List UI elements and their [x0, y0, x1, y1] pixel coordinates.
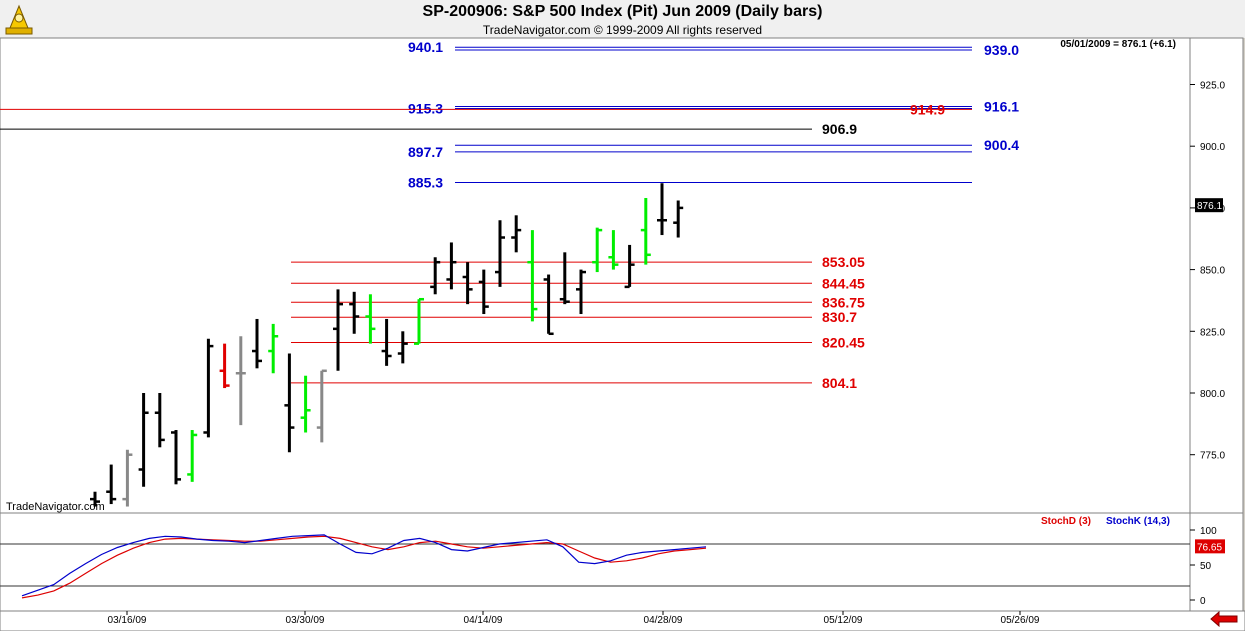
price-bar: [106, 464, 117, 505]
level-label-10: 844.45: [822, 275, 865, 291]
price-readout: 05/01/2009 = 876.1 (+6.1): [1060, 39, 1176, 50]
price-bar: [592, 227, 603, 273]
date-tick-label: 05/12/09: [824, 615, 863, 626]
price-panel-background: [0, 37, 1191, 514]
price-bar: [527, 230, 538, 322]
price-bar: [171, 430, 181, 485]
price-bar: [138, 393, 149, 487]
price-tick-label: 825.0: [1200, 327, 1225, 338]
stoch-tick-label: 100: [1200, 526, 1217, 537]
price-bar: [495, 220, 505, 287]
price-tick-label: 800.0: [1200, 389, 1225, 400]
price-bar: [543, 274, 554, 336]
price-bar: [154, 393, 165, 448]
price-bar: [462, 262, 473, 305]
level-label-7: 897.7: [408, 144, 443, 160]
level-label-8: 885.3: [408, 174, 443, 190]
scroll-left-arrow-icon[interactable]: [1209, 611, 1239, 627]
price-bar: [349, 291, 360, 334]
level-label-5: 906.9: [822, 121, 857, 137]
date-tick-label: 04/28/09: [644, 615, 683, 626]
stoch-k-legend: StochK (14,3): [1106, 516, 1170, 527]
price-tick-label: 850.0: [1200, 266, 1225, 277]
price-bar: [333, 289, 343, 371]
price-bar: [252, 318, 262, 369]
price-bar: [381, 318, 392, 366]
level-label-4: 914.9: [910, 101, 945, 117]
last-price-label: 876.1: [1197, 201, 1222, 212]
price-bar: [122, 449, 133, 507]
stoch-k-line: [21, 534, 707, 597]
stoch-tick-label: 0: [1200, 596, 1206, 607]
price-bar: [365, 294, 376, 344]
stoch-d-legend: StochD (3): [1041, 516, 1091, 527]
price-axis-background: [1189, 37, 1244, 514]
price-bar: [624, 244, 635, 289]
date-tick-label: 03/16/09: [108, 615, 147, 626]
stoch-axis-background: [1189, 512, 1244, 612]
price-bar: [397, 331, 408, 364]
price-tick-label: 900.0: [1200, 142, 1225, 153]
price-bar: [559, 252, 570, 305]
stoch-panel-background: [0, 512, 1191, 612]
price-bar: [673, 200, 684, 238]
date-axis-background: [0, 610, 1245, 631]
level-label-14: 804.1: [822, 375, 857, 391]
price-bar: [90, 491, 100, 507]
price-bar: [478, 269, 489, 315]
price-bar: [203, 338, 214, 438]
chart-title: SP-200906: S&P 500 Index (Pit) Jun 2009 …: [422, 3, 823, 20]
level-label-2: 915.3: [408, 100, 443, 116]
price-bar: [657, 183, 667, 236]
last-price-marker: [1195, 198, 1223, 213]
chart-header: SP-200906: S&P 500 Index (Pit) Jun 2009 …: [0, 0, 1245, 38]
stoch-current-marker: [1195, 539, 1225, 554]
price-bar: [284, 353, 295, 453]
date-tick-label: 05/26/09: [1001, 615, 1040, 626]
stoch-current-label: 76.65: [1197, 542, 1222, 553]
trade-navigator-logo-icon: [5, 4, 33, 35]
price-bar: [219, 343, 230, 389]
price-bar: [235, 336, 246, 426]
level-label-13: 820.45: [822, 335, 865, 351]
price-bar: [268, 323, 279, 374]
level-label-12: 830.7: [822, 309, 857, 325]
price-bar: [511, 215, 522, 253]
stoch-d-line: [21, 535, 707, 599]
level-label-1: 939.0: [984, 42, 1019, 58]
level-label-3: 916.1: [984, 98, 1019, 114]
price-tick-label: 775.0: [1200, 451, 1225, 462]
date-tick-label: 04/14/09: [464, 615, 503, 626]
price-bar: [187, 430, 198, 482]
price-tick-label: 925.0: [1200, 81, 1225, 92]
copyright-text: TradeNavigator.com © 1999-2009 All right…: [482, 23, 763, 37]
level-label-0: 940.1: [408, 39, 443, 55]
price-bar: [640, 198, 651, 265]
date-tick-label: 03/30/09: [286, 615, 325, 626]
level-label-11: 836.75: [822, 294, 865, 310]
price-bar: [608, 230, 619, 270]
price-bar: [316, 369, 327, 443]
level-label-9: 853.05: [822, 254, 865, 270]
price-bar: [576, 269, 586, 315]
stoch-tick-label: 50: [1200, 561, 1212, 572]
price-bar: [446, 242, 457, 290]
price-bar: [414, 297, 424, 345]
price-bar: [300, 375, 311, 433]
level-label-6: 900.4: [984, 137, 1019, 153]
watermark: TradeNavigator.com: [6, 501, 105, 513]
price-bar: [430, 257, 441, 295]
